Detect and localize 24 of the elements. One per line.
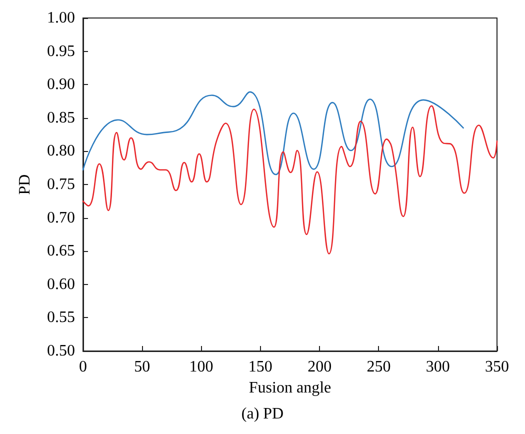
line-series — [82, 105, 498, 254]
x-tick-label: 50 — [134, 358, 150, 376]
y-tick-label: 0.90 — [47, 76, 75, 94]
y-tick-label: 0.55 — [47, 309, 75, 326]
y-tick-label: 0.50 — [47, 342, 75, 360]
y-tick-label: 0.80 — [47, 142, 75, 160]
x-tick-label: 250 — [366, 358, 391, 376]
x-tick-label: 100 — [189, 358, 214, 376]
x-tick-label: 300 — [426, 358, 450, 376]
y-tick-label: 0.95 — [47, 42, 75, 60]
x-tick-label: 150 — [248, 358, 272, 376]
y-tick-label: 0.75 — [47, 176, 75, 193]
text: (a) PD — [241, 406, 284, 422]
y-tick-label: 0.85 — [47, 109, 75, 126]
x-tick-label: 350 — [485, 358, 509, 376]
y-tick-label: 0.65 — [47, 242, 75, 260]
x-tick-label: 0 — [79, 358, 87, 376]
y-tick-label: 0.70 — [47, 209, 75, 226]
x-tick-label: 200 — [308, 358, 332, 376]
y-axis-title: PD — [16, 174, 34, 195]
y-tick-label: 1.00 — [47, 10, 75, 26]
line-series — [82, 91, 464, 176]
x-axis-title: Fusion angle — [248, 379, 332, 396]
y-tick-label: 0.60 — [47, 276, 75, 293]
